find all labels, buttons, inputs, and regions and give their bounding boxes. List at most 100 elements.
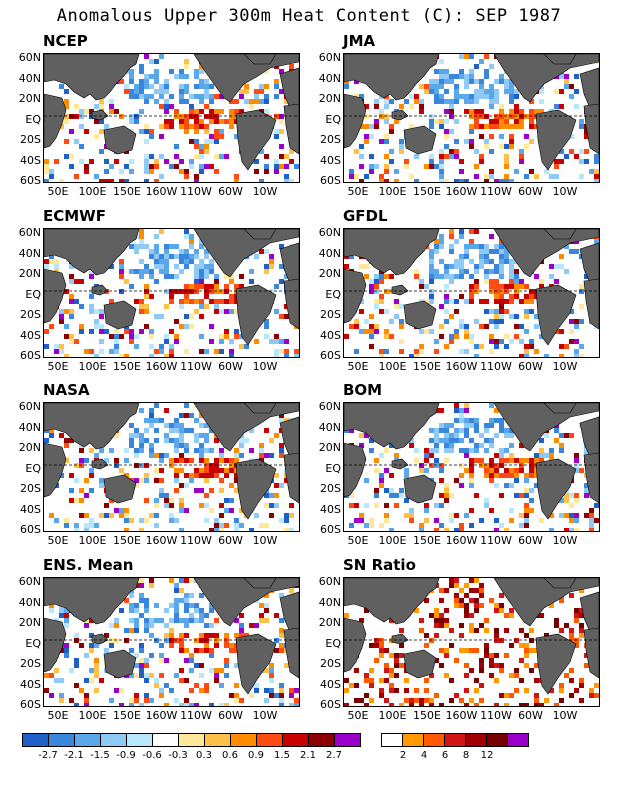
heatmap-cell <box>144 164 149 169</box>
heatmap-cell <box>439 119 444 124</box>
heatmap-cell <box>209 623 214 628</box>
land-mass <box>391 109 409 121</box>
heatmap-cell <box>524 458 529 463</box>
heatmap-cell <box>384 513 389 518</box>
heatmap-cell <box>419 99 424 104</box>
heatmap-cell <box>289 688 294 693</box>
heatmap-cell <box>459 473 464 478</box>
heatmap-cell <box>89 159 94 164</box>
heatmap-cell <box>124 508 129 513</box>
heatmap-cell <box>174 428 179 433</box>
heatmap-cell <box>499 244 504 249</box>
heatmap-cell <box>509 443 514 448</box>
heatmap-cell <box>349 174 354 179</box>
heatmap-cell <box>139 79 144 84</box>
heatmap-cell <box>464 249 469 254</box>
lon-tick-label: 60W <box>218 185 243 198</box>
heatmap-cell <box>264 269 269 274</box>
heatmap-cell <box>439 493 444 498</box>
heatmap-cell <box>144 618 149 623</box>
heatmap-cell <box>239 698 244 703</box>
heatmap-cell <box>349 503 354 508</box>
colorbar-tick-label: 0.9 <box>248 750 264 761</box>
heatmap-cell <box>49 673 54 678</box>
heatmap-cell <box>459 229 464 234</box>
heatmap-cell <box>374 643 379 648</box>
heatmap-cell <box>464 84 469 89</box>
heatmap-cell <box>569 503 574 508</box>
heatmap-cell <box>509 264 514 269</box>
heatmap-cell <box>389 124 394 129</box>
heatmap-cell <box>234 618 239 623</box>
heatmap-cell <box>179 269 184 274</box>
heatmap-cell <box>574 463 579 468</box>
heatmap-cell <box>134 693 139 698</box>
lat-tick-label: 20N <box>318 441 341 454</box>
heatmap-cell <box>494 284 499 289</box>
heatmap-cell <box>444 648 449 653</box>
heatmap-cell <box>89 633 94 638</box>
heatmap-cell <box>559 698 564 703</box>
heatmap-cell <box>224 458 229 463</box>
heatmap-cell <box>389 703 394 706</box>
heatmap-cell <box>184 249 189 254</box>
heatmap-cell <box>179 648 184 653</box>
heatmap-cell <box>504 154 509 159</box>
heatmap-cell <box>464 179 469 182</box>
heatmap-cell <box>159 688 164 693</box>
heatmap-cell <box>104 458 109 463</box>
heatmap-cell <box>549 274 554 279</box>
lat-tick-label: 60N <box>318 226 341 239</box>
heatmap-cell <box>179 114 184 119</box>
heatmap-cell <box>489 94 494 99</box>
heatmap-cell <box>169 119 174 124</box>
heatmap-cell <box>129 618 134 623</box>
heatmap-cell <box>144 418 149 423</box>
heatmap-cell <box>199 468 204 473</box>
heatmap-cell <box>499 269 504 274</box>
heatmap-cell <box>504 254 509 259</box>
lon-tick-label: 10W <box>552 360 578 373</box>
heatmap-cell <box>494 314 499 319</box>
heatmap-cell <box>74 463 79 468</box>
heatmap-cell <box>464 408 469 413</box>
lon-tick-label: 100E <box>378 360 407 373</box>
heatmap-cell <box>204 493 209 498</box>
heatmap-cell <box>149 408 154 413</box>
heatmap-cell <box>454 309 459 314</box>
heatmap-cell <box>514 334 519 339</box>
heatmap-cell <box>189 703 194 706</box>
heatmap-cell <box>539 438 544 443</box>
heatmap-cell <box>69 299 74 304</box>
heatmap-cell <box>489 279 494 284</box>
heatmap-cell <box>389 638 394 643</box>
colorbar-tick-label: 6 <box>441 750 449 761</box>
heatmap-cell <box>49 259 54 264</box>
heatmap-cell <box>509 314 514 319</box>
heatmap-cell <box>199 633 204 638</box>
heatmap-cell <box>419 468 424 473</box>
heatmap-cell <box>494 94 499 99</box>
heatmap-cell <box>284 354 289 357</box>
heatmap-cell <box>519 279 524 284</box>
heatmap-cell <box>384 329 389 334</box>
heatmap-cell <box>509 89 514 94</box>
heatmap-cell <box>289 528 294 531</box>
heatmap-cell <box>434 618 439 623</box>
heatmap-cell <box>204 463 209 468</box>
lat-tick-label: 40S <box>320 153 341 167</box>
heatmap-cell <box>419 104 424 109</box>
heatmap-cell <box>194 119 199 124</box>
heatmap-cell <box>469 94 474 99</box>
heatmap-cell <box>194 144 199 149</box>
heatmap-cell <box>219 129 224 134</box>
heatmap-cell <box>234 299 239 304</box>
heatmap-cell <box>184 74 189 79</box>
heatmap-cell <box>219 299 224 304</box>
heatmap-cell <box>404 99 409 104</box>
heatmap-cell <box>439 84 444 89</box>
heatmap-cell <box>274 493 279 498</box>
lon-tick-label: 60W <box>218 534 243 547</box>
heatmap-cell <box>129 698 134 703</box>
heatmap-cell <box>469 114 474 119</box>
